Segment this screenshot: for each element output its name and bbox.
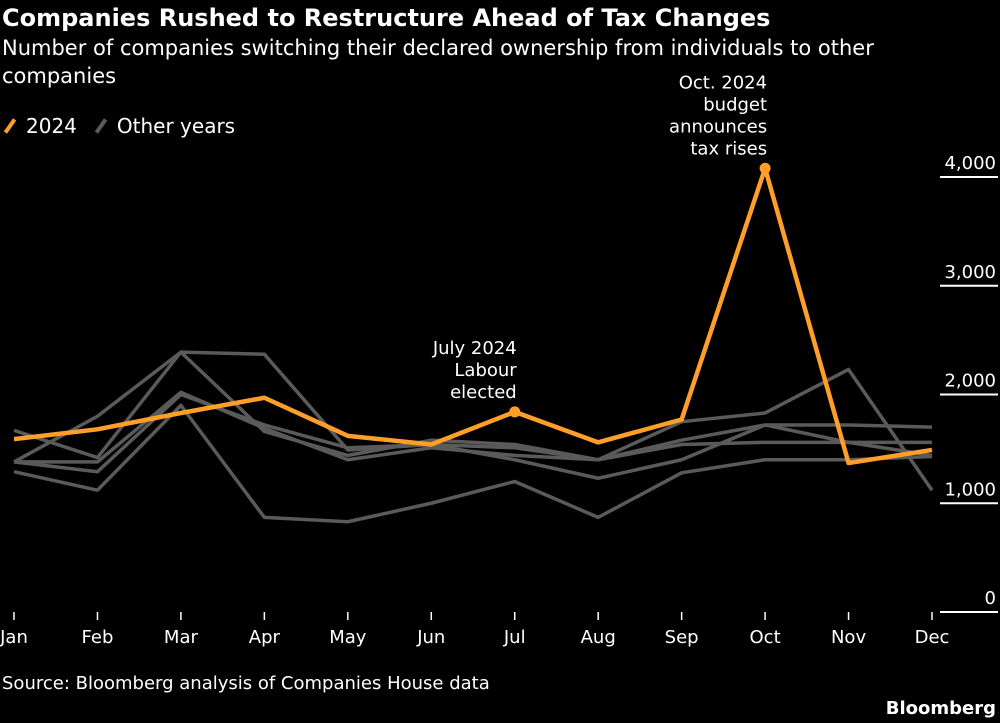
x-tick-label: Jun: [416, 627, 445, 648]
series-line-other-year: [13, 403, 933, 524]
legend-label-other: Other years: [116, 114, 236, 138]
y-tick-label: 1,000: [944, 479, 996, 500]
series-line-other-year: [13, 350, 933, 464]
series-line-2024: [13, 166, 933, 466]
x-tick-label: Apr: [249, 627, 281, 648]
source-note: Source: Bloomberg analysis of Companies …: [2, 673, 490, 694]
chart-subtitle: Number of companies switching their decl…: [2, 36, 874, 88]
annotation-text: Oct. 2024: [679, 72, 767, 93]
annotation-marker: [759, 162, 771, 174]
annotation-text: July 2024: [432, 338, 517, 359]
x-tick-label: Sep: [665, 627, 699, 648]
x-tick-label: Nov: [831, 627, 866, 648]
bloomberg-logo: Bloomberg: [885, 698, 996, 719]
x-tick-label: May: [329, 627, 367, 648]
y-tick-label: 3,000: [944, 262, 996, 283]
x-tick-label: Aug: [581, 627, 616, 648]
x-tick-label: Mar: [164, 627, 199, 648]
y-tick-label: 2,000: [944, 371, 996, 392]
annotation-marker: [509, 406, 521, 418]
y-tick-label: 4,000: [944, 153, 996, 174]
annotation-text: budget: [703, 94, 767, 115]
x-tick-label: Jul: [503, 627, 526, 648]
legend: 2024 Other years: [2, 114, 235, 138]
x-tick-label: Oct: [750, 627, 781, 648]
chart-title: Companies Rushed to Restructure Ahead of…: [2, 4, 771, 32]
legend-label-2024: 2024: [26, 114, 77, 138]
y-tick-label: 0: [985, 588, 996, 609]
x-tick-label: Dec: [915, 627, 950, 648]
annotation-text: Labour: [454, 360, 517, 381]
x-tick-label: Feb: [82, 627, 114, 648]
x-tick-label: Jan: [0, 627, 28, 648]
annotation-text: elected: [450, 382, 517, 403]
annotation-text: tax rises: [690, 138, 767, 159]
series-line-other-year: [13, 350, 934, 492]
series-line-other-year: [13, 392, 933, 480]
annotation-text: announces: [669, 116, 767, 137]
